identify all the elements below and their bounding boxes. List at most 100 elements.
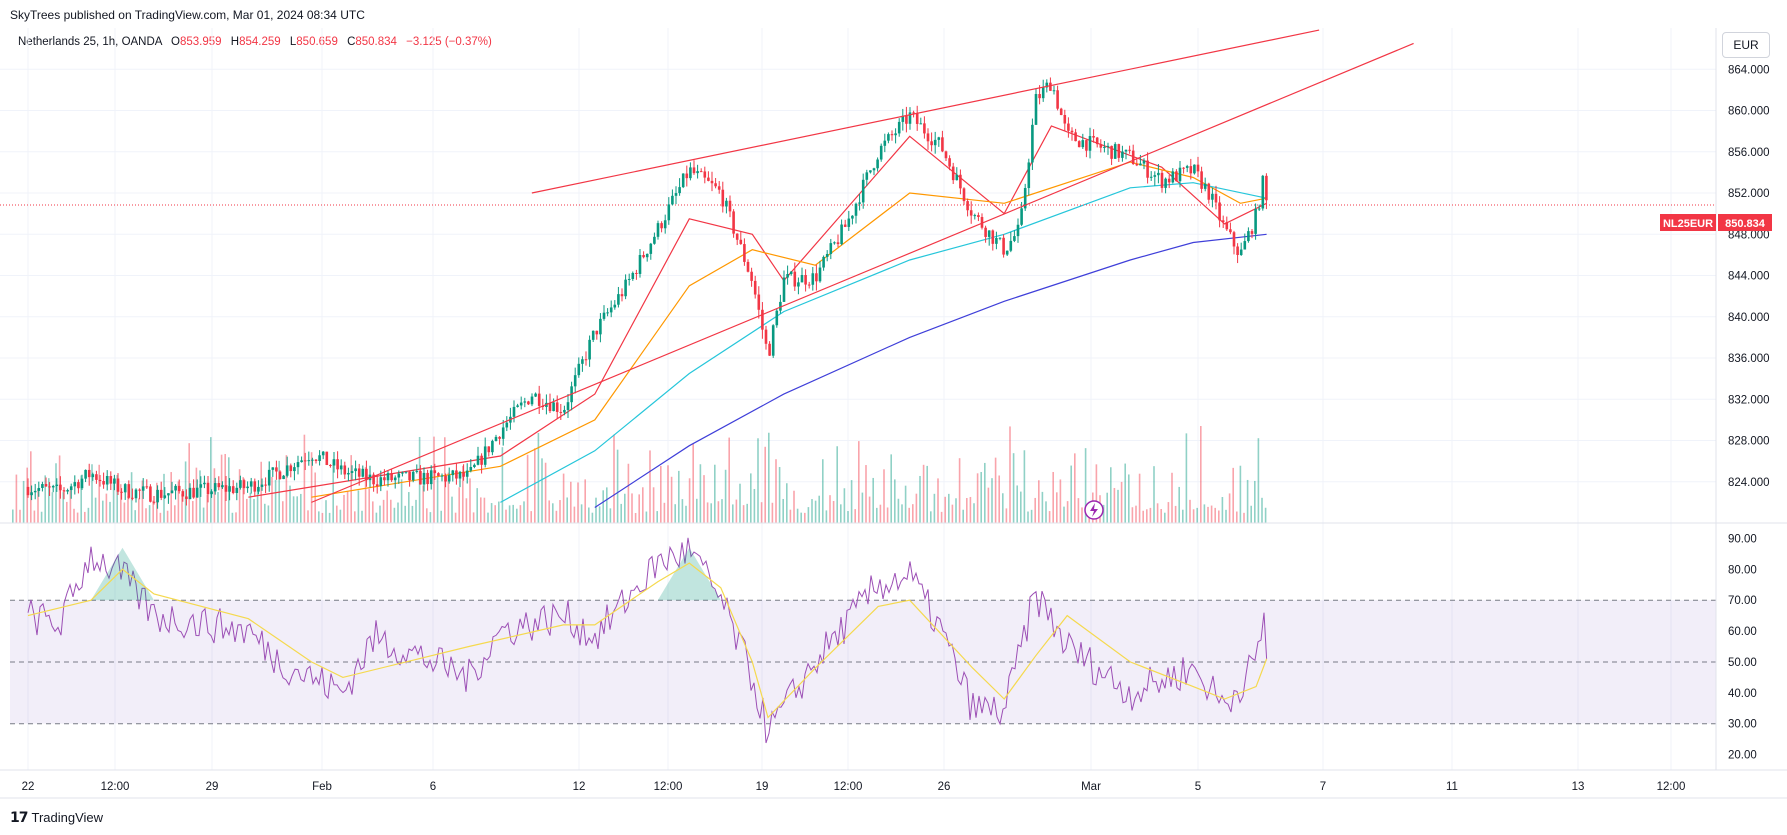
volume-bar <box>656 511 658 523</box>
volume-bar <box>40 511 43 523</box>
volume-bar <box>476 488 478 523</box>
candle-body <box>267 469 271 486</box>
candle-body <box>1232 232 1236 247</box>
candle-body <box>149 486 152 502</box>
candle-body <box>80 478 84 489</box>
volume-bar <box>685 505 687 523</box>
volume-bar <box>483 497 486 523</box>
volume-bar <box>750 473 752 523</box>
candle-body <box>109 476 113 484</box>
candle-body <box>750 271 753 281</box>
candle-body <box>336 459 339 470</box>
volume-bar <box>105 493 108 523</box>
candle-body <box>48 486 51 488</box>
candle-body <box>440 475 444 477</box>
volume-bar <box>541 458 543 523</box>
volume-bar <box>112 482 115 523</box>
candle-body <box>768 343 771 356</box>
trendline[interactable] <box>311 42 1414 503</box>
trendline[interactable] <box>531 29 1320 194</box>
volume-bar <box>343 494 345 523</box>
footer-brand[interactable]: 𝟭𝟳 TradingView <box>10 809 103 826</box>
volume-bar <box>346 491 349 523</box>
candle-body <box>411 471 415 481</box>
candle-body <box>501 427 505 439</box>
candle-body <box>1236 246 1239 255</box>
symbol-name[interactable]: Netherlands 25, 1h, OANDA <box>18 36 162 48</box>
volume-bar <box>847 511 849 523</box>
candle-body <box>1027 162 1031 189</box>
candle-body <box>739 239 743 245</box>
symbol-legend[interactable]: Netherlands 25, 1h, OANDA O853.959 H854.… <box>18 36 498 48</box>
price-tick-label: 836.000 <box>1728 353 1770 365</box>
candle-body <box>1002 237 1005 255</box>
volume-bar <box>854 509 856 523</box>
candle-body <box>559 411 563 413</box>
candle-body <box>516 405 519 407</box>
candle-body <box>617 294 620 305</box>
candle-body <box>210 491 213 495</box>
ohlc-low-label: L <box>289 36 297 48</box>
candle-body <box>390 473 393 481</box>
candle-body <box>599 318 602 335</box>
candle-body <box>678 187 681 194</box>
candle-body <box>1070 130 1074 133</box>
candle-body <box>1113 144 1117 159</box>
volume-bar <box>1232 467 1234 523</box>
candle-body <box>217 483 221 488</box>
volume-bar <box>307 510 309 523</box>
volume-bar <box>163 473 165 523</box>
volume-bar <box>436 476 439 523</box>
volume-bar <box>109 501 111 523</box>
volume-bar <box>1005 508 1008 523</box>
candle-body <box>753 280 757 295</box>
rsi-tick-label: 90.00 <box>1728 533 1757 545</box>
volume-bar <box>94 497 97 523</box>
candle-body <box>1265 175 1268 201</box>
volume-bar <box>624 493 626 523</box>
volume-bar <box>1203 504 1206 523</box>
volume-bar <box>660 466 662 523</box>
candle-body <box>1077 141 1081 148</box>
volume-bar <box>951 504 954 523</box>
volume-bar <box>372 501 374 523</box>
volume-bar <box>555 510 558 523</box>
rsi-pane <box>27 537 1268 744</box>
volume-bar <box>1250 505 1252 523</box>
candle-body <box>1261 175 1265 209</box>
volume-bar <box>271 476 273 523</box>
volume-bar <box>894 479 896 523</box>
candle-body <box>959 174 962 189</box>
volume-bar <box>505 509 507 523</box>
candle-body <box>426 472 429 485</box>
volume-bar <box>1228 493 1231 523</box>
volume-bar <box>1020 491 1022 523</box>
candle-body <box>861 179 865 203</box>
alert-lightning-icon[interactable] <box>1084 500 1104 520</box>
volume-bar <box>807 507 810 523</box>
volume-bar <box>530 511 532 523</box>
price-tick-label: 856.000 <box>1728 147 1770 159</box>
volume-bar <box>166 510 169 523</box>
candle-body <box>307 460 311 462</box>
volume-bar <box>1153 466 1155 523</box>
volume-bar <box>584 479 586 523</box>
time-tick-label: 12:00 <box>834 781 863 793</box>
time-tick-label: 12:00 <box>654 781 683 793</box>
candle-body <box>746 261 750 272</box>
volume-bar <box>375 512 378 523</box>
volume-bar <box>919 475 921 523</box>
candle-body <box>361 468 365 477</box>
chart-canvas[interactable]: 824.000 828.000 832.000 836.000 840.000 844.0… <box>0 0 1787 805</box>
candle-body <box>714 183 717 187</box>
volume-bar <box>318 511 320 523</box>
candle-body <box>548 402 552 412</box>
candle-body <box>948 158 951 167</box>
volume-bar <box>620 503 622 523</box>
trendlines <box>311 29 1414 503</box>
last-price-tag[interactable]: NL25EUR 850.834 <box>1660 214 1772 231</box>
volume-bar <box>206 494 208 523</box>
currency-button[interactable]: EUR <box>1722 32 1770 58</box>
volume-bar <box>134 510 136 523</box>
volume-bar <box>328 512 331 523</box>
